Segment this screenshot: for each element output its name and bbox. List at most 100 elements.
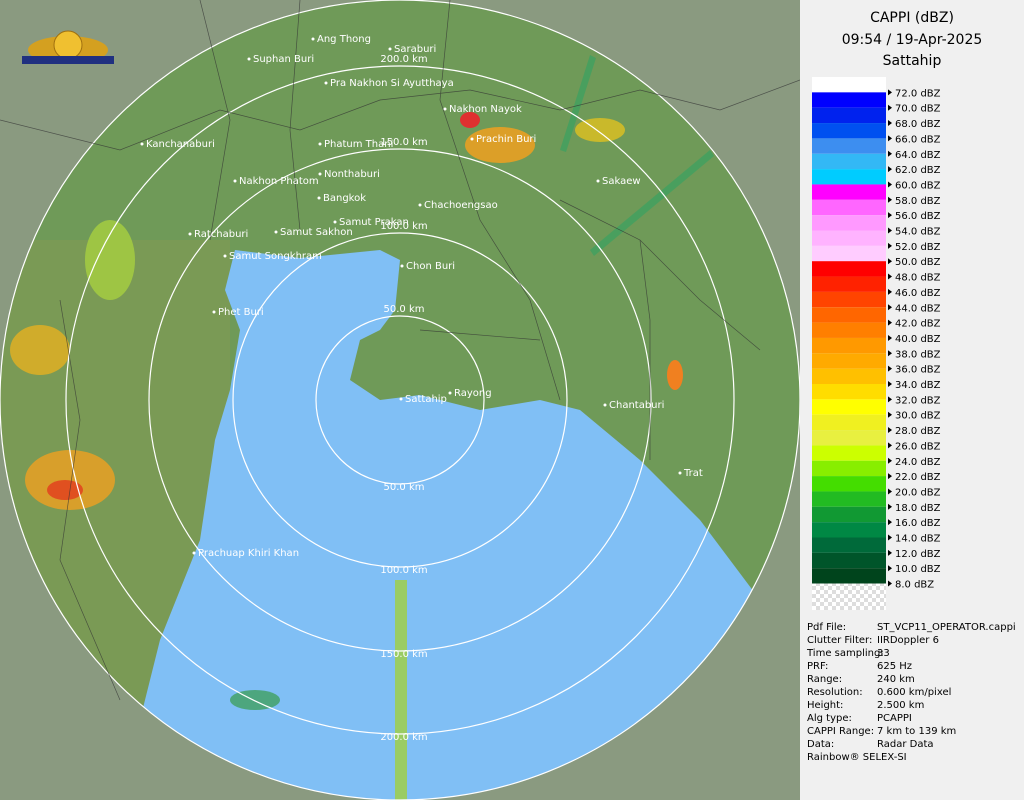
city-label: Rayong bbox=[454, 388, 492, 399]
legend-arrow bbox=[888, 89, 892, 96]
legend-label: 56.0 dBZ bbox=[895, 211, 941, 222]
legend-label: 70.0 dBZ bbox=[895, 104, 941, 115]
legend-label: 68.0 dBZ bbox=[895, 119, 941, 130]
city-marker bbox=[324, 81, 328, 85]
province-borders bbox=[0, 0, 800, 701]
info-key: PRF: bbox=[807, 661, 829, 672]
legend-label: 72.0 dBZ bbox=[895, 88, 941, 99]
info-value: ST_VCP11_OPERATOR.cappi bbox=[877, 622, 1016, 633]
city-marker bbox=[318, 142, 322, 146]
info-value: 7 km to 139 km bbox=[877, 726, 957, 737]
ring-label: 200.0 km bbox=[380, 54, 427, 65]
timestamp: 09:54 / 19-Apr-2025 bbox=[841, 32, 983, 48]
info-value: 2.500 km bbox=[877, 700, 925, 711]
legend-arrow bbox=[888, 120, 892, 127]
city-label: Sattahip bbox=[405, 394, 447, 405]
legend-swatch bbox=[812, 368, 886, 384]
legend-arrow bbox=[888, 519, 892, 526]
legend-label: 32.0 dBZ bbox=[895, 395, 941, 406]
info-row: Pdf File: ST_VCP11_OPERATOR.cappi bbox=[807, 622, 1016, 633]
info-row: PRF: 625 Hz bbox=[807, 661, 912, 672]
legend-swatch bbox=[812, 138, 886, 154]
info-key: Range: bbox=[807, 674, 843, 685]
legend-swatch bbox=[812, 353, 886, 369]
legend-swatch bbox=[812, 537, 886, 553]
legend-arrow bbox=[888, 166, 892, 173]
city-label: Pra Nakhon Si Ayutthaya bbox=[330, 78, 454, 89]
city-label: Samut Prakan bbox=[339, 217, 409, 228]
city-marker bbox=[247, 57, 251, 61]
city-label: Phet Buri bbox=[218, 307, 264, 318]
legend-swatch bbox=[812, 506, 886, 523]
legend-label: 12.0 dBZ bbox=[895, 549, 941, 560]
legend-label: 62.0 dBZ bbox=[895, 165, 941, 176]
legend-swatch bbox=[812, 153, 886, 170]
info-key: Clutter Filter: bbox=[807, 635, 873, 646]
legend-arrow bbox=[888, 288, 892, 295]
info-row: Alg type: PCAPPI bbox=[807, 713, 912, 724]
city-marker bbox=[596, 179, 600, 183]
footer: Rainbow® SELEX-SI bbox=[807, 752, 907, 763]
legend-swatch bbox=[812, 307, 886, 323]
legend-arrow bbox=[888, 580, 892, 587]
info-row: Height: 2.500 km bbox=[807, 700, 924, 711]
city-marker bbox=[212, 310, 216, 314]
city-label: Bangkok bbox=[323, 193, 366, 204]
legend-label: 50.0 dBZ bbox=[895, 257, 941, 268]
info-row: Clutter Filter: IIRDoppler 6 bbox=[807, 635, 939, 646]
city-label: Chachoengsao bbox=[424, 200, 498, 211]
legend-arrow bbox=[888, 150, 892, 157]
city-marker bbox=[192, 551, 196, 555]
radar-map: 50.0 km 50.0 km 100.0 km 100.0 km 150.0 km 15… bbox=[0, 0, 800, 800]
city-marker bbox=[399, 397, 403, 401]
legend-label: 26.0 dBZ bbox=[895, 441, 941, 452]
legend-swatch bbox=[812, 291, 886, 308]
legend-arrow bbox=[888, 334, 892, 341]
city-label: Ang Thong bbox=[317, 34, 371, 45]
legend-label: 28.0 dBZ bbox=[895, 426, 941, 437]
city-label: Saraburi bbox=[394, 44, 436, 55]
legend-label: 64.0 dBZ bbox=[895, 150, 941, 161]
city-label: Sakaew bbox=[602, 176, 641, 187]
info-key: Height: bbox=[807, 700, 844, 711]
city-label: Trat bbox=[683, 468, 703, 479]
city-marker bbox=[678, 471, 682, 475]
info-panel: CAPPI (dBZ) 09:54 / 19-Apr-2025 Sattahip… bbox=[800, 0, 1024, 800]
legend-label: 44.0 dBZ bbox=[895, 303, 941, 314]
legend-swatch bbox=[812, 123, 886, 139]
city-label: Chon Buri bbox=[406, 261, 455, 272]
legend-arrow bbox=[888, 442, 892, 449]
range-rings bbox=[0, 0, 800, 800]
info-value: 0.600 km/pixel bbox=[877, 687, 952, 698]
info-value: Radar Data bbox=[877, 739, 934, 750]
legend-swatch bbox=[812, 476, 886, 492]
legend-arrow bbox=[888, 427, 892, 434]
city-marker bbox=[233, 179, 237, 183]
city-label: Samut Songkhram bbox=[229, 251, 322, 262]
city-label: Ratchaburi bbox=[194, 229, 248, 240]
legend-swatch bbox=[812, 430, 886, 446]
info-value: 33 bbox=[877, 648, 890, 659]
legend-arrow bbox=[888, 212, 892, 219]
ring-label: 150.0 km bbox=[380, 649, 427, 660]
legend-arrow bbox=[888, 227, 892, 234]
logo bbox=[22, 30, 114, 64]
legend-swatch bbox=[812, 414, 886, 431]
ring-label: 200.0 km bbox=[380, 732, 427, 743]
info-key: Alg type: bbox=[807, 713, 852, 724]
legend-arrow bbox=[888, 181, 892, 188]
city-label: Prachuap Khiri Khan bbox=[198, 548, 299, 559]
ring-label: 50.0 km bbox=[384, 482, 425, 493]
legend-swatch bbox=[812, 276, 886, 292]
info-row: Time sampling: 33 bbox=[807, 648, 890, 659]
legend-arrow bbox=[888, 196, 892, 203]
color-legend: 72.0 dBZ 70.0 dBZ 68.0 dBZ 66.0 dBZ 64.0 dBZ… bbox=[812, 77, 941, 610]
city-marker bbox=[188, 232, 192, 236]
info-value: 625 Hz bbox=[877, 661, 913, 672]
legend-arrow bbox=[888, 488, 892, 495]
city-marker bbox=[317, 196, 321, 200]
legend-swatch bbox=[812, 399, 886, 415]
city-marker bbox=[443, 107, 447, 111]
legend-arrow bbox=[888, 534, 892, 541]
legend-arrow bbox=[888, 304, 892, 311]
